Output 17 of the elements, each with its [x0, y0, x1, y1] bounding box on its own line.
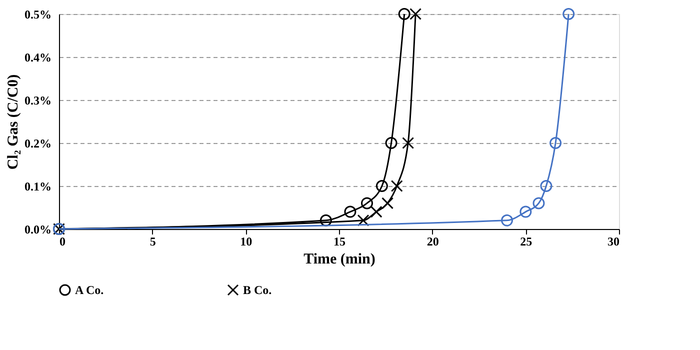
- legend-label: A Co.: [75, 283, 104, 297]
- y-tick-label: 0.2%: [24, 136, 52, 150]
- x-tick-label: 15: [334, 234, 346, 248]
- x-tick-label: 25: [520, 234, 532, 248]
- x-tick-label: 0: [60, 234, 66, 248]
- y-axis-title: Cl₂ Gas (C/C0): [6, 74, 22, 170]
- legend-label: B Co.: [243, 283, 272, 297]
- x-tick-label: 30: [608, 234, 620, 248]
- x-axis-title: Time (min): [304, 252, 376, 268]
- x-tick-label: 10: [240, 234, 252, 248]
- y-tick-label: 0.5%: [24, 8, 52, 22]
- x-tick-label: 20: [426, 234, 439, 248]
- x-tick-label: 5: [150, 234, 156, 248]
- y-tick-label: 0.3%: [24, 94, 52, 108]
- y-tick-label: 0.1%: [24, 180, 52, 194]
- y-tick-label: 0.4%: [24, 50, 52, 64]
- y-tick-label: 0.0%: [24, 222, 52, 236]
